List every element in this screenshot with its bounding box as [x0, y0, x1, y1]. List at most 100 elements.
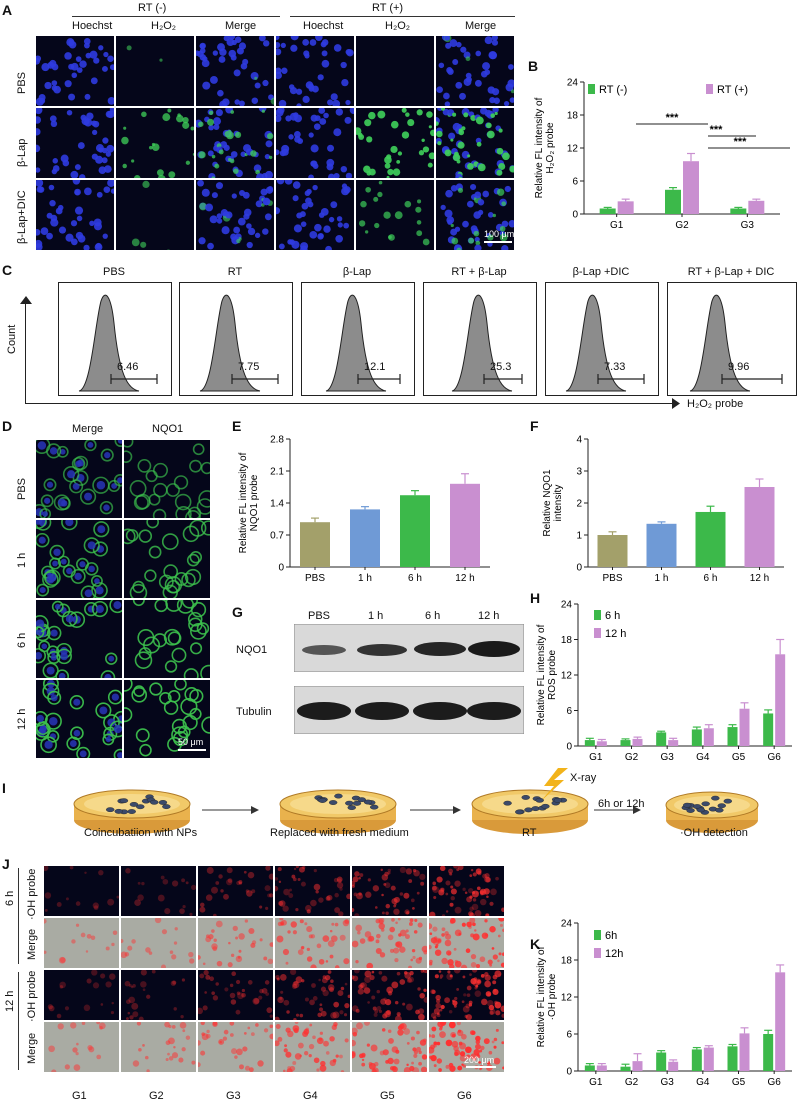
blot-nqo1 [294, 624, 524, 672]
y-axis-label: Relative NQO1intensity [542, 469, 564, 537]
chart-h: 0 6 12 18 24 Relative FL intensity ofROS prob… [536, 600, 792, 763]
micrograph-tile [429, 866, 504, 916]
dish-4 [665, 791, 759, 833]
blot-row-tubulin: Tubulin [236, 706, 272, 718]
x-tick-label: 1 h [655, 573, 669, 584]
col-label-merge-1: Merge [225, 20, 257, 32]
significance-stars: *** [734, 136, 748, 148]
micrograph-tile [276, 108, 354, 178]
group-label-12h-j: 12 h [4, 990, 16, 1012]
flow-panel: 12.1 [301, 282, 415, 396]
col-label-h2o2-1: H₂O₂ [151, 20, 177, 32]
bar [668, 1061, 679, 1071]
bar [350, 509, 380, 567]
y-tick-label: 0.7 [270, 531, 284, 542]
gate-value: 25.3 [490, 361, 512, 373]
arrow-label: 6h or 12h [598, 798, 645, 810]
panel-letter-b: B [528, 58, 539, 74]
row-label-6h-d: 6 h [16, 632, 28, 648]
y-tick-label: 2.1 [270, 467, 284, 478]
row-label-merge-1: Merge [26, 928, 38, 960]
micrograph-tile [124, 680, 210, 758]
micrograph-tile [198, 918, 273, 968]
bar [727, 727, 738, 746]
micrograph-tile [121, 918, 196, 968]
bar [584, 740, 595, 746]
panel-letter-h: H [530, 590, 541, 606]
micrograph-tile [352, 970, 427, 1020]
legend-swatch [594, 628, 601, 638]
y-tick-label: 2.8 [270, 435, 284, 446]
y-tick-label: 1 [576, 531, 582, 542]
row-label-1h-d: 1 h [16, 552, 28, 568]
micrograph-tile [275, 918, 350, 968]
micrograph-tile [429, 918, 504, 968]
count-arrow-icon [20, 296, 32, 304]
flow-title: β-Lap +DIC [572, 266, 630, 278]
row-label-merge-2: Merge [26, 1032, 38, 1064]
workflow-diagram [73, 768, 759, 834]
micrograph-tile [196, 108, 274, 178]
x-tick-label: G1 [610, 220, 624, 231]
flow-panel: 9.96 [667, 282, 797, 396]
gate-value: 9.96 [728, 361, 750, 373]
panel-letter-a: A [2, 2, 13, 18]
scalebar-a [484, 241, 512, 243]
xray-label: X-ray [570, 772, 597, 784]
y-tick-label: 18 [561, 635, 573, 646]
y-axis-label: Relative FL intensity ofNQO1 probe [238, 452, 260, 553]
x-tick-label: G2 [625, 752, 639, 763]
legend-label: RT (+) [717, 84, 748, 96]
y-tick-label: 6 [566, 706, 572, 717]
panel-letter-f: F [530, 418, 539, 434]
chart-e: 0 0.7 1.4 2.1 2.8 Relative FL intensity ofNQO… [238, 435, 490, 584]
legend-label: 12 h [605, 628, 626, 640]
legend-swatch [706, 84, 713, 94]
micrograph-tile [36, 36, 114, 106]
y-tick-label: 12 [561, 993, 573, 1004]
x-tick-label: 6 h [704, 573, 718, 584]
histogram-peak [199, 294, 261, 392]
y-tick-label: 3 [576, 467, 582, 478]
gate-value: 6.46 [117, 361, 139, 373]
row-label-oh-1: ·OH probe [26, 868, 38, 920]
x-tick-label: 1 h [358, 573, 372, 584]
group-line-rt-minus [72, 16, 280, 17]
group-label-6h-j: 6 h [4, 890, 16, 906]
col-label-nqo1-d: NQO1 [152, 423, 184, 435]
scalebar-label-a: 100 μm [484, 229, 515, 239]
panel-letter-c: C [2, 262, 13, 278]
micrograph-tile [36, 600, 122, 678]
micrograph-tile [36, 440, 122, 518]
group-line-12h-j [18, 972, 19, 1070]
group-label-rt-minus: RT (-) [138, 2, 167, 14]
micrograph-tile [44, 866, 119, 916]
col-label-j-g5: G5 [380, 1090, 395, 1102]
count-axis [25, 300, 26, 403]
micrograph-tile [429, 1022, 504, 1072]
bar [763, 1034, 774, 1071]
micrograph-tile [44, 970, 119, 1020]
legend-label: 6 h [605, 610, 620, 622]
y-tick-label: 2 [576, 499, 582, 510]
x-tick-label: G4 [696, 1077, 710, 1088]
y-tick-label: 6 [572, 177, 578, 188]
x-tick-label: G3 [660, 752, 674, 763]
y-axis-label: Relative FL intensity ofROS probe [536, 624, 558, 725]
y-tick-label: 0 [566, 1067, 572, 1078]
micrograph-grid-j [44, 866, 504, 1074]
col-label-merge-2: Merge [465, 20, 497, 32]
bar [632, 738, 643, 746]
gate-value: 7.75 [238, 361, 260, 373]
panel-letter-j: J [2, 856, 10, 872]
bar [620, 740, 631, 746]
legend-swatch [594, 930, 601, 940]
bar [656, 1052, 667, 1071]
bar [775, 654, 786, 746]
y-tick-label: 4 [576, 435, 582, 446]
flow-panel: 25.3 [423, 282, 537, 396]
x-tick-label: 6 h [408, 573, 422, 584]
bar [691, 729, 702, 746]
bar [695, 511, 726, 567]
histogram-peak [325, 294, 387, 392]
